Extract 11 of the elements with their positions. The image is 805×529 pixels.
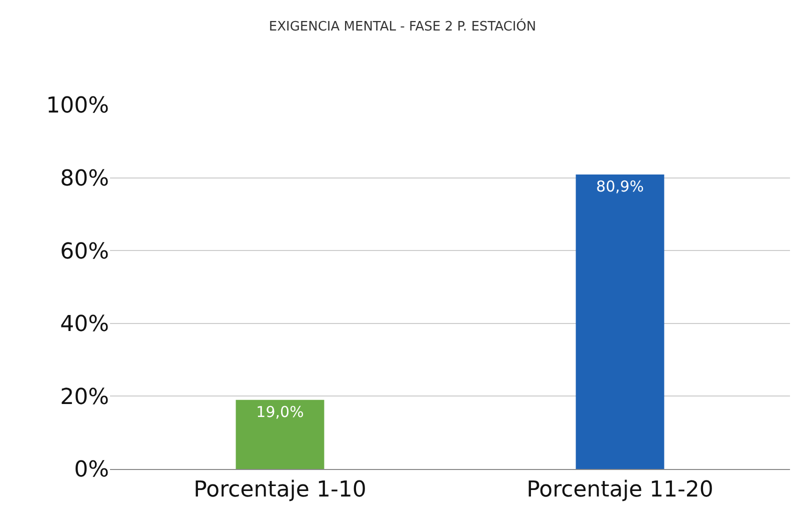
y-tick-label: 40% [60,312,109,338]
y-tick-label: 100% [46,94,109,119]
y-tick-label: 60% [60,239,109,264]
x-tick-label: Porcentaje 11-20 [526,477,714,502]
x-tick-label: Porcentaje 1-10 [194,477,366,502]
y-tick-label: 0% [74,458,109,483]
data-label: 80,9% [596,178,644,196]
y-tick-label: 80% [60,166,109,192]
data-label: 19,0% [256,402,304,421]
chart-title: EXIGENCIA MENTAL - FASE 2 P. ESTACIÓN [268,17,536,34]
y-tick-label: 20% [60,384,109,410]
